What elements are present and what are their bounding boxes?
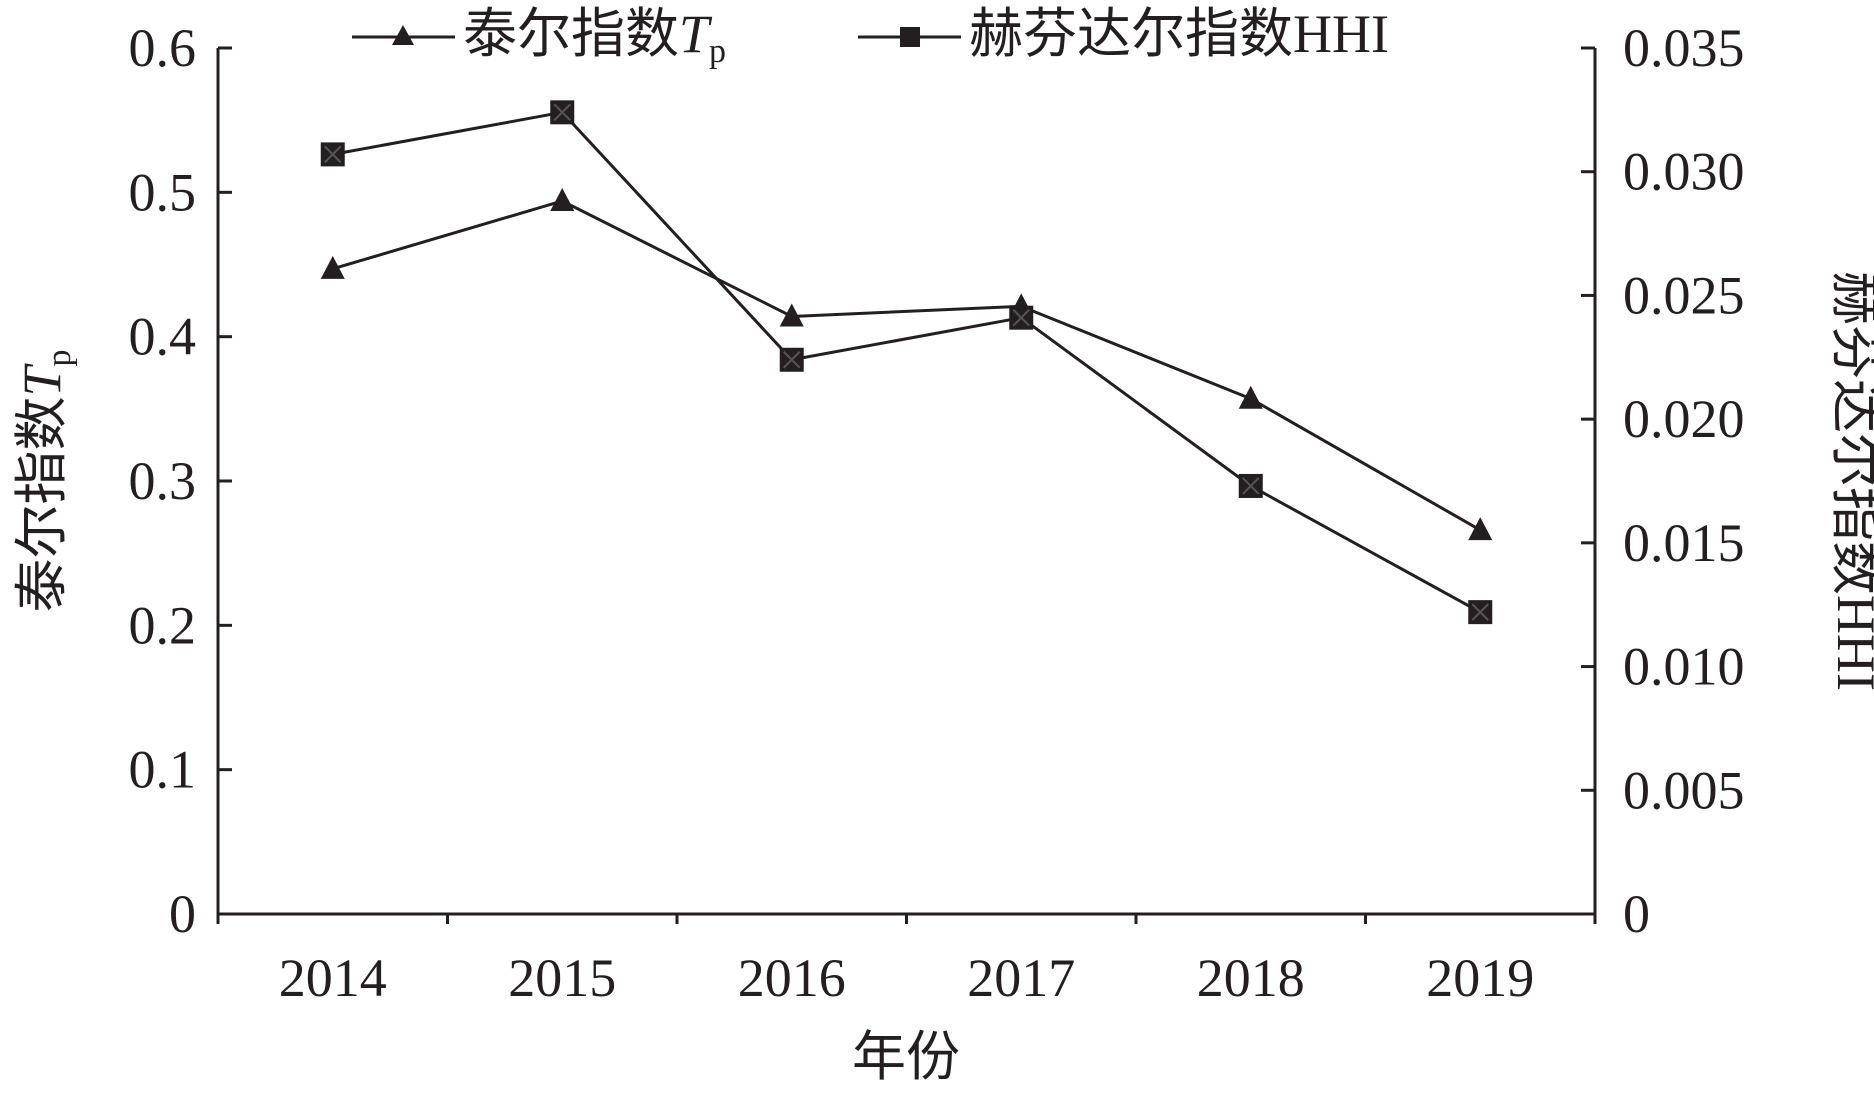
left-y-tick-label: 0.1	[129, 740, 197, 800]
right-y-tick-label: 0.010	[1623, 637, 1745, 697]
left-y-axis-title-italic: T	[12, 363, 72, 397]
x-tick-label: 2018	[1197, 948, 1305, 1008]
square-marker-cross	[553, 103, 571, 122]
square-marker-cross	[1012, 308, 1030, 327]
legend-label-theil-italic: T	[679, 4, 713, 64]
triangle-marker	[1238, 385, 1263, 409]
x-ticks: 2014 2015 2016 2017 2018 2019	[216, 914, 1597, 1008]
x-axis-title: 年份	[852, 1027, 960, 1087]
series-triangle	[320, 187, 1493, 541]
left-y-axis-title-sub: p	[41, 349, 78, 366]
x-tick-label: 2014	[279, 948, 387, 1008]
right-y-tick-label: 0.030	[1623, 142, 1745, 202]
legend-item-hhi: 赫芬达尔指数HHI	[858, 4, 1389, 64]
triangle-marker	[550, 187, 575, 211]
right-y-tick-label: 0.015	[1623, 513, 1745, 573]
right-y-tick-label: 0.005	[1623, 760, 1745, 820]
legend-label-theil-sub: p	[709, 33, 726, 70]
x-tick-label: 2017	[967, 948, 1075, 1008]
legend-label-hhi: 赫芬达尔指数HHI	[969, 4, 1389, 64]
left-y-ticks: 0 0.1 0.2 0.3 0.4 0.5 0.6	[129, 18, 232, 944]
right-y-axis-title: 赫芬达尔指数HHI	[1826, 271, 1874, 691]
square-marker-cross	[1471, 603, 1489, 621]
x-tick-label: 2019	[1426, 948, 1534, 1008]
legend-triangle-marker	[392, 25, 414, 45]
legend-square-marker	[900, 27, 920, 47]
square-marker-cross	[783, 351, 801, 369]
triangle-marker	[320, 255, 345, 279]
series-line-triangle	[332, 199, 1481, 532]
right-y-tick-label: 0.035	[1623, 18, 1745, 78]
left-y-tick-label: 0.2	[129, 595, 197, 655]
right-y-ticks: 0 0.005 0.010 0.015 0.020 0.025 0.030 0.035	[1581, 18, 1745, 944]
left-y-tick-label: 0.3	[129, 451, 197, 511]
square-marker-cross	[324, 145, 342, 164]
left-y-tick-label: 0.4	[129, 307, 197, 367]
triangle-marker	[779, 303, 804, 327]
left-y-tick-label: 0.5	[129, 162, 197, 222]
series-line-square	[332, 110, 1481, 614]
left-y-axis-title-text: 泰尔指数	[12, 397, 72, 613]
legend-item-theil: 泰尔指数Tp	[352, 4, 726, 70]
x-tick-label: 2016	[738, 948, 846, 1008]
series-square	[320, 100, 1493, 625]
right-y-tick-label: 0.020	[1623, 389, 1745, 449]
x-tick-label: 2015	[508, 948, 616, 1008]
left-y-tick-label: 0.6	[129, 18, 197, 78]
axes-group	[216, 48, 1597, 916]
legend-label-theil: 泰尔指数Tp	[463, 4, 726, 70]
legend-label-theil-text: 泰尔指数	[463, 4, 679, 64]
series-layer	[320, 100, 1493, 625]
triangle-marker	[1468, 517, 1493, 541]
legend: 泰尔指数Tp 赫芬达尔指数HHI	[352, 4, 1389, 70]
right-y-tick-label: 0	[1623, 884, 1650, 944]
left-y-tick-label: 0	[169, 884, 196, 944]
square-marker-cross	[1242, 477, 1260, 495]
left-y-axis-title: 泰尔指数Tp	[12, 349, 78, 612]
right-y-tick-label: 0.025	[1623, 265, 1745, 325]
